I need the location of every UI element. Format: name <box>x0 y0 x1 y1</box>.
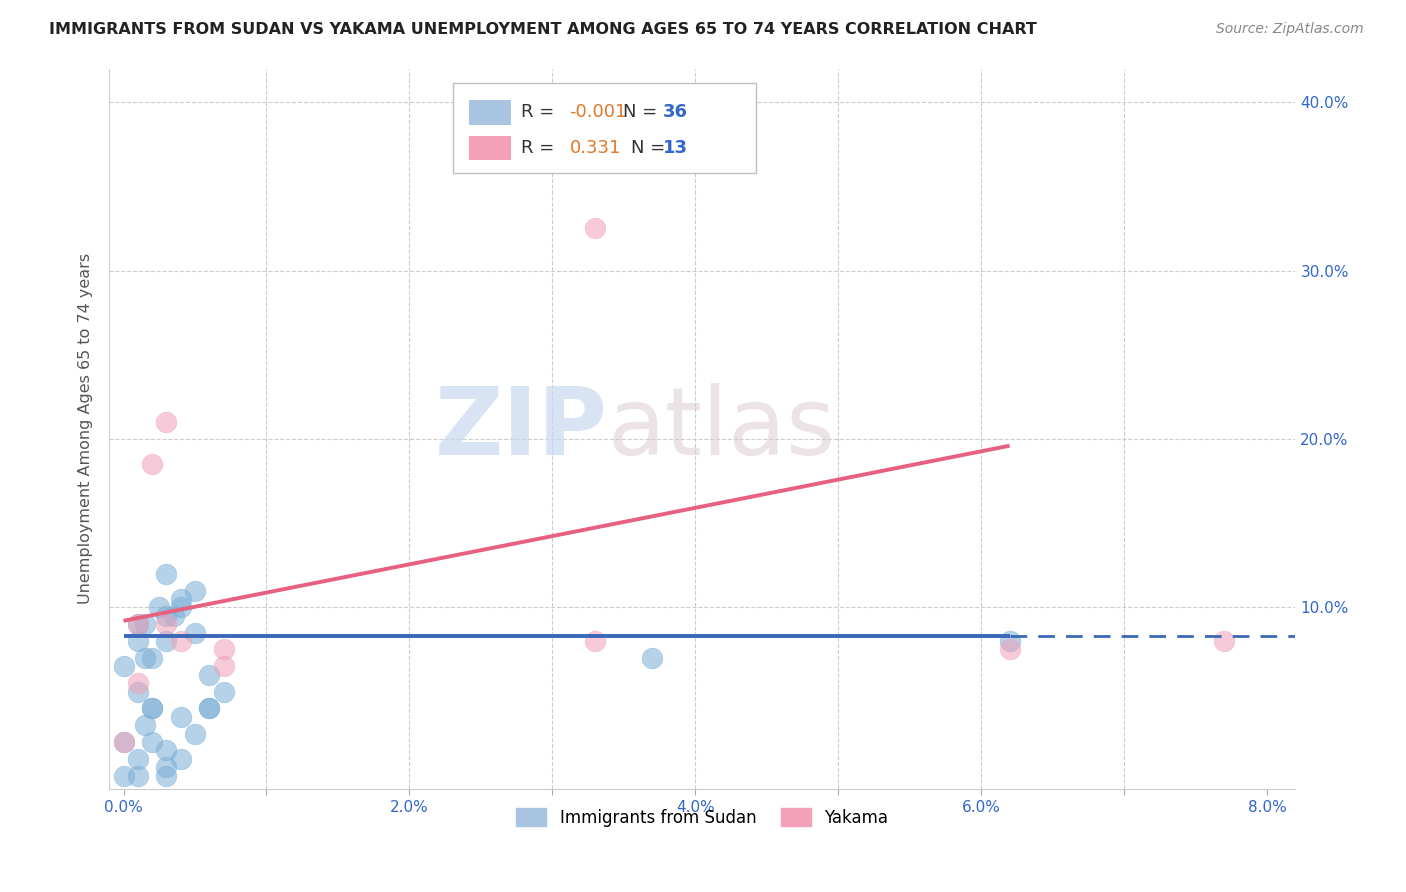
Point <box>998 642 1021 657</box>
FancyBboxPatch shape <box>453 83 756 173</box>
Text: IMMIGRANTS FROM SUDAN VS YAKAMA UNEMPLOYMENT AMONG AGES 65 TO 74 YEARS CORRELATI: IMMIGRANTS FROM SUDAN VS YAKAMA UNEMPLOY… <box>49 22 1038 37</box>
Text: 13: 13 <box>664 139 688 157</box>
Point <box>583 221 606 235</box>
Point <box>155 634 177 648</box>
Point <box>170 600 193 615</box>
Point <box>155 415 177 429</box>
Point <box>184 583 207 598</box>
Point <box>1213 634 1236 648</box>
Text: N =: N = <box>623 103 662 121</box>
Point <box>212 659 235 673</box>
Point <box>141 457 163 471</box>
FancyBboxPatch shape <box>468 136 512 160</box>
Point <box>141 701 163 715</box>
Point <box>198 701 221 715</box>
Point <box>127 684 149 698</box>
Text: R =: R = <box>520 139 560 157</box>
Point <box>212 684 235 698</box>
Text: ZIP: ZIP <box>434 383 607 475</box>
Point <box>155 608 177 623</box>
Point <box>198 667 221 681</box>
Point <box>583 634 606 648</box>
Point <box>170 752 193 766</box>
Point <box>155 617 177 632</box>
Point <box>141 735 163 749</box>
Point <box>148 600 170 615</box>
Point <box>112 735 135 749</box>
Point <box>134 651 156 665</box>
Point <box>155 769 177 783</box>
Point <box>141 701 163 715</box>
Point <box>155 760 177 774</box>
Point <box>998 634 1021 648</box>
Text: atlas: atlas <box>607 383 835 475</box>
Y-axis label: Unemployment Among Ages 65 to 74 years: Unemployment Among Ages 65 to 74 years <box>79 253 93 605</box>
Point <box>112 659 135 673</box>
Point <box>127 769 149 783</box>
Point <box>127 617 149 632</box>
Text: 36: 36 <box>664 103 688 121</box>
Point <box>127 634 149 648</box>
Point <box>170 710 193 724</box>
Point <box>112 769 135 783</box>
Point <box>134 718 156 732</box>
Point <box>127 617 149 632</box>
Point <box>170 591 193 606</box>
Point <box>641 651 664 665</box>
Point <box>155 566 177 581</box>
Point <box>162 608 184 623</box>
Text: R =: R = <box>520 103 560 121</box>
Point <box>184 625 207 640</box>
Point <box>170 634 193 648</box>
Text: 0.331: 0.331 <box>569 139 621 157</box>
Text: Source: ZipAtlas.com: Source: ZipAtlas.com <box>1216 22 1364 37</box>
Point <box>184 726 207 740</box>
Point <box>127 676 149 690</box>
FancyBboxPatch shape <box>468 100 512 125</box>
Point <box>198 701 221 715</box>
Point <box>112 735 135 749</box>
Point <box>127 752 149 766</box>
Point <box>141 651 163 665</box>
Legend: Immigrants from Sudan, Yakama: Immigrants from Sudan, Yakama <box>508 800 897 835</box>
Point <box>155 743 177 757</box>
Point <box>134 617 156 632</box>
Text: N =: N = <box>631 139 671 157</box>
Text: -0.001: -0.001 <box>569 103 627 121</box>
Point <box>212 642 235 657</box>
